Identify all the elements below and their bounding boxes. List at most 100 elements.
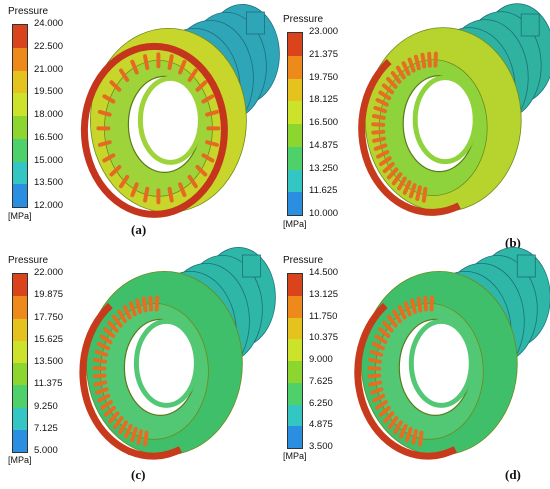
blade [378,405,391,417]
blade [201,94,215,104]
blade [372,393,386,403]
blade [112,416,124,430]
bore-inner-ring [137,75,203,165]
blade [143,430,149,447]
blade [368,357,382,364]
blade [423,295,428,312]
housing-tab [516,254,536,278]
blade [374,334,388,345]
blade [390,70,402,84]
blade [130,426,138,443]
blade [122,305,132,320]
blade [386,76,398,89]
legend-tick-label: 11.750 [309,310,338,322]
front-ring-half [358,59,461,216]
legend-color-segment [288,426,302,448]
blade [99,334,113,345]
blade [97,109,112,117]
legend-color-segment [288,55,302,79]
legend-color-segment [13,116,27,139]
blade [402,180,412,195]
legend-color-segment [13,47,27,71]
legend-unit: [MPa] [8,455,32,465]
legend-tick-label: 13.500 [34,356,64,367]
legend-tick-label: 19.750 [309,71,339,83]
blade [369,349,384,357]
blade [373,105,388,114]
blade [97,393,111,403]
blade [108,411,120,424]
legend-tick-label: 21.000 [34,63,64,75]
blade [118,420,128,435]
front-ring-half [354,302,457,460]
blade [377,327,391,339]
caption-d: (d) [505,467,521,482]
legend-tick-label: 19.500 [34,86,64,98]
blade [103,327,116,339]
legend-tick-label: 16.500 [34,131,64,143]
legend-color-segment [13,340,27,363]
legend-tick-label: 4.875 [309,419,333,431]
legend-tick-label: 13.500 [34,177,64,189]
blade [102,153,116,163]
blade [141,296,148,313]
legend-title: Pressure [283,255,324,266]
blade [407,57,416,73]
legend-tick-label: 17.750 [34,311,64,323]
blade [118,174,130,189]
caption-a: (a) [131,222,147,237]
front-ring [80,42,228,218]
blade [130,182,139,198]
blade [382,162,395,174]
blade [420,52,427,69]
legend-color-segment [288,361,302,383]
housing-tab [245,11,265,35]
blade [123,423,133,439]
blade [93,380,108,387]
blade [178,59,187,75]
blade [187,174,198,189]
blade [415,185,422,201]
legend-color-segment [288,192,302,215]
legend-title: Pressure [283,14,324,25]
blade [118,68,130,82]
blade [379,156,392,167]
blade [416,296,423,313]
panel-a: Pressure [MPa] 24.000 22.500 21.000 19.500 1… [0,0,280,244]
legend-tick-label: 11.625 [309,185,338,197]
blade [92,373,107,379]
blade [398,423,408,439]
blade [117,309,128,324]
legend-unit: [MPa] [283,219,307,229]
caption-b: (b) [505,235,521,250]
blade [378,90,392,101]
blade [427,51,432,68]
blade [130,59,139,75]
bore-inner-ring [133,318,199,408]
blade [102,94,116,104]
legend-tick-label: 16.500 [309,117,339,128]
blade [143,186,150,203]
bearing-model-c [79,247,276,460]
blade [187,68,198,82]
legend-title: Pressure [8,255,49,266]
blade [404,426,413,443]
blade [367,373,382,379]
legend-tick-label: 10.375 [309,332,339,344]
blade [411,429,418,445]
blade [386,167,399,180]
legend-color-segment [13,363,27,386]
blade [93,357,108,364]
panel-c: Pressure [MPa] 22.000 19.875 17.750 15.625 1… [0,247,276,489]
legend-tick-label: 13.250 [309,162,339,174]
legend-tick-label: 7.125 [34,422,58,434]
blade [401,61,411,76]
front-ring-half [79,302,182,460]
blade [367,366,382,371]
legend-unit: [MPa] [283,451,307,461]
blade [94,349,109,357]
blade [136,429,144,445]
blade [205,140,219,147]
legend-color-segment [288,295,302,318]
legend-tick-label: 22.000 [34,267,64,278]
